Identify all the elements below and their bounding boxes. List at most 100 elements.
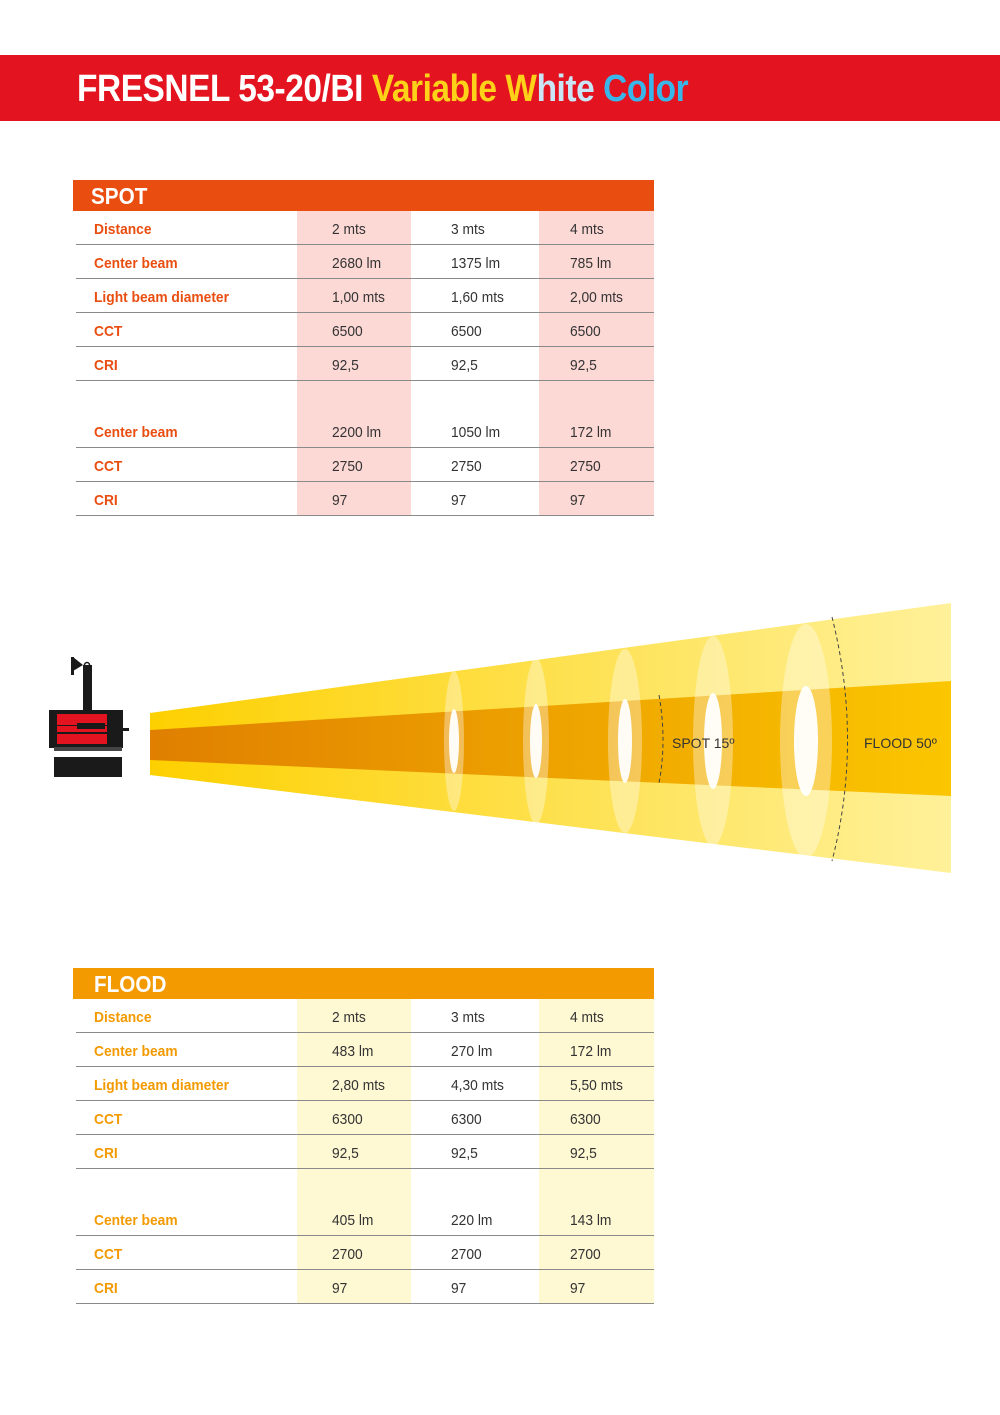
page-title: FRESNEL 53-20/BI Variable White Color — [77, 68, 689, 110]
row-value: 2750 — [451, 458, 482, 475]
flood-table-body: Distance 2 mts 3 mts 4 mts Center beam 483 lm… — [73, 999, 654, 1304]
row-value: 6500 — [570, 323, 601, 340]
row-value: 97 — [570, 492, 586, 509]
spot-angle-arc — [658, 694, 664, 784]
row-value: 6300 — [332, 1111, 363, 1128]
row-value: 1,60 mts — [451, 289, 504, 306]
title-w: W — [505, 68, 537, 110]
row-value: 97 — [451, 1280, 467, 1297]
row-value: 3 mts — [451, 221, 485, 238]
row-value: 5,50 mts — [570, 1077, 623, 1094]
title-variable: Variable — [371, 68, 506, 110]
spot-angle-label: SPOT 15º — [672, 735, 734, 751]
row-value: 97 — [332, 1280, 348, 1297]
flood-rows: Distance 2 mts 3 mts 4 mts Center beam 483 lm… — [73, 999, 654, 1304]
row-value: 97 — [570, 1280, 586, 1297]
row-value: 2680 lm — [332, 255, 382, 272]
column-shade — [539, 211, 654, 516]
row-value: 483 lm — [332, 1043, 374, 1060]
fresnel-light-icon — [49, 657, 129, 777]
row-label: CCT — [94, 1246, 123, 1263]
row-value: 2 mts — [332, 1009, 366, 1026]
spot-table-body: Distance 2 mts 3 mts 4 mts Center beam 2680 l… — [73, 211, 654, 516]
row-value: 2700 — [570, 1246, 601, 1263]
row-value: 270 lm — [451, 1043, 493, 1060]
row-label: CCT — [94, 323, 123, 340]
row-value: 405 lm — [332, 1212, 374, 1229]
row-label: CRI — [94, 492, 118, 509]
row-value: 6300 — [451, 1111, 482, 1128]
row-label: Light beam diameter — [94, 289, 229, 306]
title-model: FRESNEL 53-20/BI — [77, 68, 372, 110]
row-value: 92,5 — [451, 357, 478, 374]
row-value: 6300 — [570, 1111, 601, 1128]
row-value: 97 — [332, 492, 348, 509]
table-row: CRI 97 97 97 — [76, 1270, 654, 1304]
row-value: 92,5 — [570, 1145, 597, 1162]
table-row: Distance 2 mts 3 mts 4 mts — [76, 999, 654, 1033]
row-label: CRI — [94, 1280, 118, 1297]
row-value: 4 mts — [570, 221, 604, 238]
row-value: 2,00 mts — [570, 289, 623, 306]
flood-angle-label: FLOOD 50º — [864, 735, 937, 751]
row-label: Center beam — [94, 1212, 178, 1229]
row-label: CRI — [94, 357, 118, 374]
row-value: 6500 — [451, 323, 482, 340]
column-shade — [297, 999, 411, 1304]
column-shade — [297, 211, 411, 516]
row-value: 92,5 — [570, 357, 597, 374]
flood-angle-arc — [831, 616, 848, 862]
row-value: 1050 lm — [451, 424, 501, 441]
row-label: Center beam — [94, 1043, 178, 1060]
table-row: Distance 2 mts 3 mts 4 mts — [76, 211, 654, 245]
row-value: 2750 — [570, 458, 601, 475]
row-value: 92,5 — [332, 357, 359, 374]
row-value: 92,5 — [332, 1145, 359, 1162]
table-row: Center beam 483 lm 270 lm 172 lm — [76, 1033, 654, 1067]
column-shade — [539, 999, 654, 1304]
title-color: Color — [603, 68, 689, 110]
row-label: CRI — [94, 1145, 118, 1162]
row-label: CCT — [94, 1111, 123, 1128]
row-label: Distance — [94, 1009, 152, 1026]
title-hite: hite — [536, 68, 604, 110]
row-value: 220 lm — [451, 1212, 493, 1229]
flood-table-header: FLOOD — [73, 968, 654, 999]
spot-beam — [150, 681, 951, 796]
row-value: 92,5 — [451, 1145, 478, 1162]
row-label: Center beam — [94, 255, 178, 272]
spot-rows: Distance 2 mts 3 mts 4 mts Center beam 2680 l… — [73, 211, 654, 516]
table-row: CCT 6500 6500 6500 — [76, 313, 654, 347]
row-value: 97 — [451, 492, 467, 509]
row-value: 2700 — [451, 1246, 482, 1263]
table-row: CRI 92,5 92,5 92,5 — [76, 347, 654, 381]
table-row: CCT 6300 6300 6300 — [76, 1101, 654, 1135]
row-value: 172 lm — [570, 1043, 612, 1060]
row-value: 2 mts — [332, 221, 366, 238]
flood-table: FLOOD Distance 2 mts 3 mts 4 mts Center beam… — [73, 968, 654, 1304]
spot-table-header: SPOT — [73, 180, 654, 211]
table-row: CRI 92,5 92,5 92,5 — [76, 1135, 654, 1169]
table-row: Center beam 2680 lm 1375 lm 785 lm — [76, 245, 654, 279]
row-value: 2750 — [332, 458, 363, 475]
table-row: Light beam diameter 2,80 mts 4,30 mts 5,50 … — [76, 1067, 654, 1101]
table-row: CCT 2700 2700 2700 — [76, 1236, 654, 1270]
row-label: Light beam diameter — [94, 1077, 229, 1094]
beam-diagram: SPOT 15º FLOOD 50º — [0, 595, 1000, 885]
row-value: 3 mts — [451, 1009, 485, 1026]
flood-heading: FLOOD — [94, 971, 167, 997]
row-value: 172 lm — [570, 424, 612, 441]
title-bar: FRESNEL 53-20/BI Variable White Color — [0, 55, 1000, 121]
row-label: CCT — [94, 458, 123, 475]
row-value: 6500 — [332, 323, 363, 340]
row-value: 4 mts — [570, 1009, 604, 1026]
spot-table: SPOT Distance 2 mts 3 mts 4 mts Center beam 2… — [73, 180, 654, 516]
table-row: CRI 97 97 97 — [76, 482, 654, 516]
row-value: 785 lm — [570, 255, 612, 272]
table-row: Center beam 405 lm 220 lm 143 lm — [76, 1169, 654, 1236]
row-value: 2200 lm — [332, 424, 382, 441]
row-value: 143 lm — [570, 1212, 612, 1229]
row-value: 1375 lm — [451, 255, 501, 272]
row-label: Distance — [94, 221, 152, 238]
row-value: 2,80 mts — [332, 1077, 385, 1094]
